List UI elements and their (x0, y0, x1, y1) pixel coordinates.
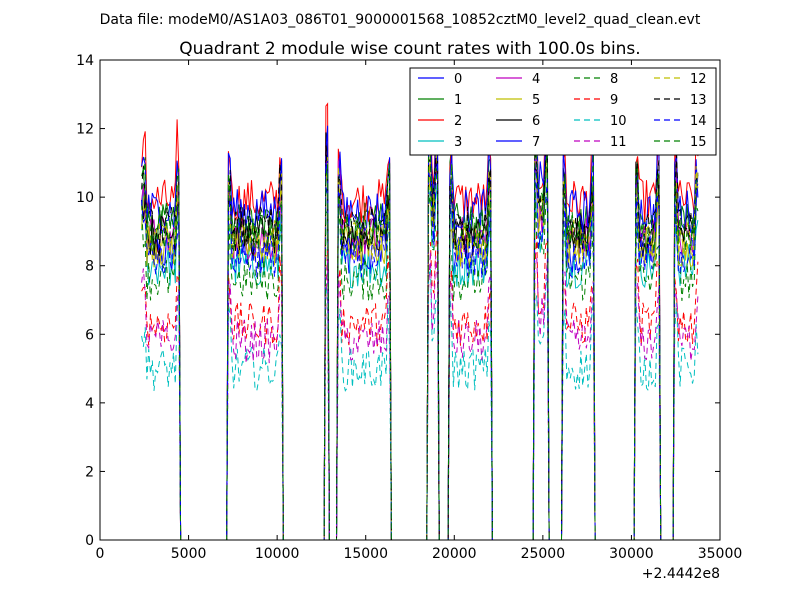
x-tick-label: 25000 (521, 546, 566, 562)
series-line-14 (141, 157, 699, 541)
legend-label-14: 14 (690, 114, 707, 129)
legend-label-2: 2 (454, 114, 462, 129)
series-line-12 (141, 148, 699, 541)
plot-area: 0 5000 10000 15000 20000 25000 30000 35000 0 2 4 6… (76, 53, 742, 582)
chart-title: Quadrant 2 module wise count rates with … (179, 39, 640, 59)
series-line-2 (141, 94, 699, 541)
x-tick-label: 5000 (171, 546, 207, 562)
y-tick-label: 8 (85, 259, 94, 275)
legend-label-7: 7 (532, 135, 540, 150)
x-axis: 0 5000 10000 15000 20000 25000 30000 35000 (96, 60, 743, 562)
plot-frame (99, 59, 721, 541)
y-tick-label: 10 (76, 190, 94, 206)
legend-label-9: 9 (610, 93, 618, 108)
legend-label-0: 0 (454, 72, 462, 87)
y-tick-label: 0 (85, 533, 94, 549)
y-tick-label: 2 (85, 464, 94, 480)
legend-label-13: 13 (690, 93, 707, 108)
legend-label-3: 3 (454, 135, 462, 150)
series-line-6 (141, 132, 699, 541)
series-layer (141, 94, 699, 541)
x-tick-label: 10000 (255, 546, 300, 562)
y-tick-label: 14 (76, 53, 94, 69)
series-line-7 (141, 117, 699, 541)
legend-label-10: 10 (610, 114, 627, 129)
y-tick-label: 6 (85, 327, 94, 343)
series-line-10 (141, 263, 699, 541)
x-tick-label: 0 (96, 546, 105, 562)
series-line-1 (141, 129, 699, 541)
x-tick-label: 20000 (432, 546, 477, 562)
legend-label-12: 12 (690, 72, 707, 87)
legend-label-11: 11 (610, 135, 627, 150)
x-offset-label: +2.4442e8 (642, 566, 720, 582)
figure-suptitle: Data file: modeM0/AS1A03_086T01_90000015… (100, 12, 701, 28)
legend-label-5: 5 (532, 93, 540, 108)
series-line-3 (141, 164, 699, 541)
x-tick-label: 35000 (698, 546, 743, 562)
y-tick-label: 12 (76, 122, 94, 138)
series-line-5 (141, 143, 699, 541)
legend-label-6: 6 (532, 114, 540, 129)
series-line-15 (141, 134, 698, 541)
series-line-11 (141, 250, 699, 541)
series-line-8 (141, 175, 699, 541)
series-line-9 (141, 224, 699, 541)
legend-label-8: 8 (610, 72, 618, 87)
series-line-13 (141, 141, 699, 541)
y-tick-label: 4 (85, 396, 94, 412)
x-tick-label: 30000 (609, 546, 654, 562)
legend-label-4: 4 (532, 72, 540, 87)
series-line-4 (141, 135, 699, 541)
series-line-0 (141, 151, 699, 541)
x-tick-label: 15000 (343, 546, 388, 562)
legend-label-1: 1 (454, 93, 462, 108)
legend-label-15: 15 (690, 135, 707, 150)
